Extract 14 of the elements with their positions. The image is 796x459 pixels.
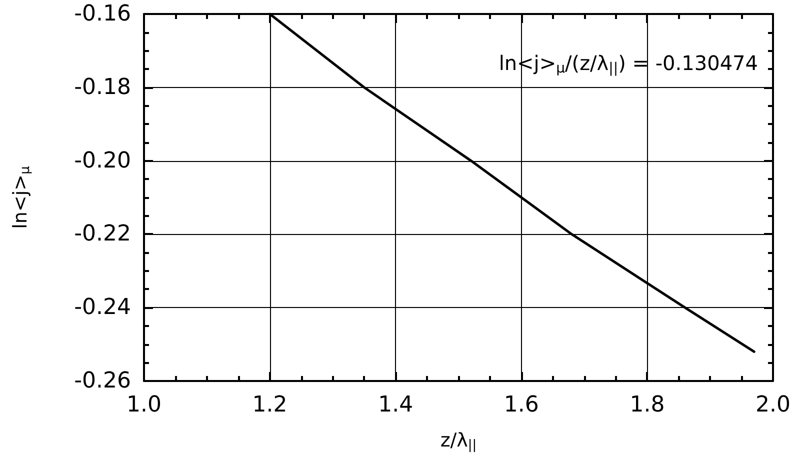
- y-tick-label: -0.16: [74, 2, 131, 26]
- y-axis-title: ln<j>μ: [10, 166, 33, 229]
- x-tick-label: 2.0: [756, 392, 790, 418]
- y-tick-label: -0.26: [74, 368, 131, 394]
- x-tick-label: 1.0: [126, 392, 162, 418]
- x-axis-title: z/λ||: [440, 430, 477, 453]
- x-tick-label: 1.8: [630, 392, 665, 418]
- x-tick-label: 1.2: [252, 392, 288, 418]
- y-tick-label: -0.22: [74, 222, 131, 247]
- x-tick-label: 1.4: [378, 392, 414, 418]
- y-tick-label: -0.24: [74, 295, 131, 320]
- y-tick-label: -0.18: [74, 74, 131, 100]
- x-tick-label: 1.6: [504, 392, 539, 418]
- y-tick-label: -0.20: [74, 148, 131, 174]
